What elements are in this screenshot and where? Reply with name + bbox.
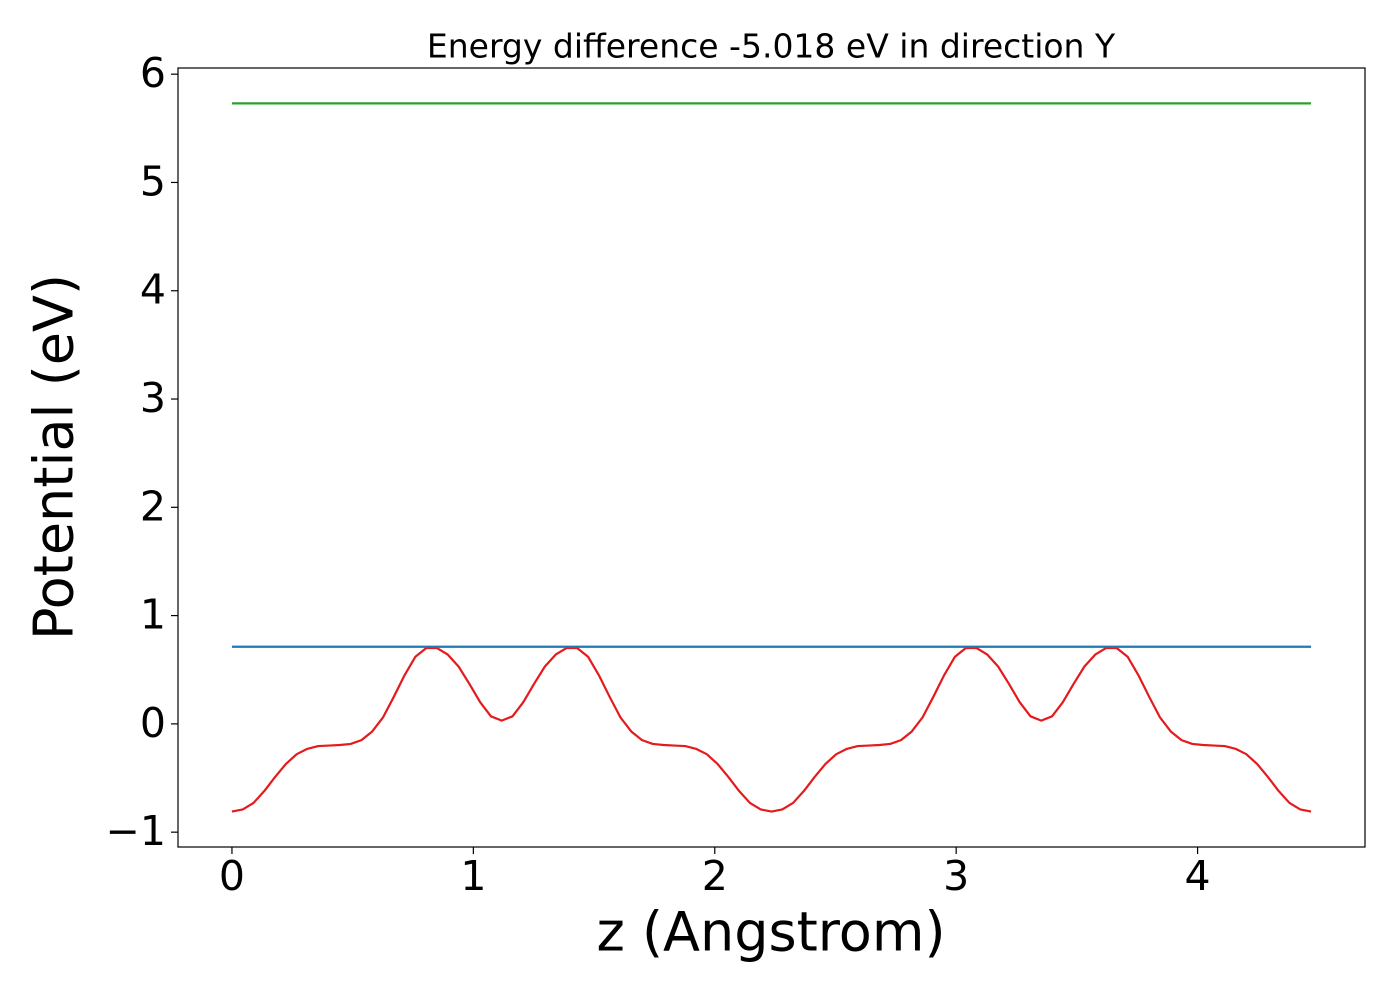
- y-axis-label: Potential (eV): [23, 274, 86, 640]
- y-tick-label: 1: [140, 591, 166, 639]
- x-tick-label: 2: [702, 852, 728, 900]
- x-axis-label: z (Angstrom): [596, 901, 945, 964]
- x-tick-label: 0: [219, 852, 245, 900]
- y-tick-label: 4: [140, 266, 166, 314]
- y-tick-label: 5: [140, 157, 166, 205]
- y-tick-label: 0: [140, 699, 166, 747]
- y-tick-label: 6: [140, 49, 166, 97]
- data-line: [231, 646, 1312, 813]
- x-tick-label: 3: [943, 852, 969, 900]
- x-tick-label: 1: [460, 852, 486, 900]
- y-tick-label: 3: [140, 374, 166, 422]
- x-tick-label: 4: [1185, 852, 1211, 900]
- plot-frame: [177, 67, 1366, 848]
- y-tick-label: 2: [140, 482, 166, 530]
- chart-title: Energy difference -5.018 eV in direction…: [427, 27, 1116, 66]
- y-tick-label: −1: [106, 807, 166, 855]
